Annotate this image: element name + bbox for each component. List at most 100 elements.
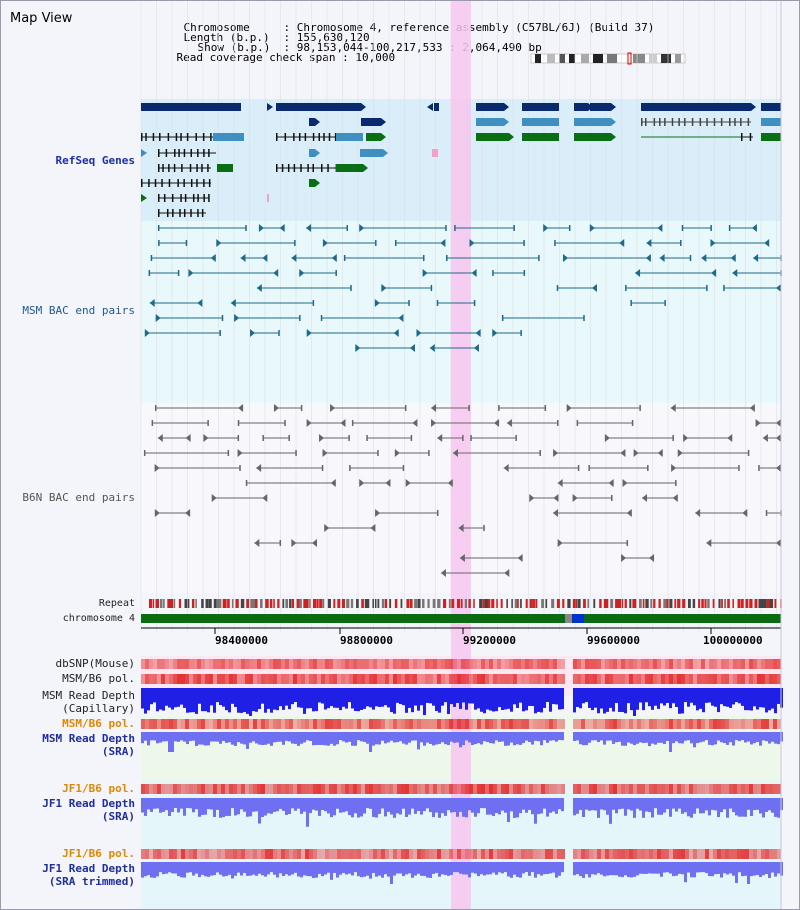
depth-bar (246, 798, 249, 817)
gene-exon (207, 164, 209, 172)
pol-cell (505, 719, 509, 729)
pol-cell (701, 849, 705, 859)
depth-bar (708, 862, 711, 877)
depth-bar (303, 688, 306, 714)
pol-cell (733, 784, 737, 794)
pol-cell (489, 849, 493, 859)
pol-cell (505, 674, 509, 684)
bac-end (776, 464, 781, 472)
gene-exon (699, 118, 702, 126)
gene-model (267, 194, 269, 202)
gene-exon (197, 194, 199, 202)
depth-bar (699, 862, 702, 873)
depth-bar (549, 862, 552, 874)
pol-cell (573, 674, 577, 684)
depth-bar (300, 732, 303, 744)
bac-end (566, 404, 572, 412)
repeat-element (473, 599, 475, 608)
repeat-element (162, 599, 165, 608)
pol-cell (721, 849, 725, 859)
pol-cell (309, 784, 313, 794)
bac-end (273, 404, 279, 412)
depth-bar (327, 732, 330, 746)
pol-cell (249, 719, 253, 729)
repeat-element (567, 599, 571, 608)
depth-bar (192, 798, 195, 813)
depth-bar (462, 862, 465, 875)
gene-arrow (427, 103, 433, 111)
depth-bar (186, 798, 189, 809)
pol-cell (709, 784, 713, 794)
depth-bar (396, 732, 399, 743)
depth-bar (447, 862, 450, 876)
pol-cell (333, 719, 337, 729)
gene-exon (148, 179, 150, 187)
pol-cell (405, 719, 409, 729)
pol-cell (373, 784, 377, 794)
bac-end (416, 329, 422, 337)
depth-bar (417, 798, 420, 811)
depth-bar (270, 688, 273, 713)
chromosome-gap (572, 614, 584, 623)
pol-cell (769, 674, 773, 684)
depth-bar (393, 798, 396, 818)
depth-bar (408, 688, 411, 708)
pol-cell (341, 674, 345, 684)
depth-bar (555, 798, 558, 814)
pol-cell (149, 659, 153, 669)
depth-bar (474, 862, 477, 874)
depth-bar (459, 732, 462, 748)
pol-cell (185, 849, 189, 859)
pol-cell (389, 784, 393, 794)
length-value: 155,630,120 (296, 31, 370, 44)
bac-end (695, 509, 701, 517)
depth-bar (666, 798, 669, 810)
chromosome-ideogram[interactable] (529, 52, 689, 66)
gene-exon (749, 133, 752, 141)
gene-exon (728, 118, 731, 126)
depth-bar (681, 798, 684, 814)
pol-cell (637, 674, 641, 684)
depth-bar (498, 862, 501, 873)
depth-bar (591, 798, 594, 811)
gene-model (522, 103, 559, 111)
pol-cell (293, 674, 297, 684)
bac-end (646, 239, 652, 247)
pol-cell (169, 849, 173, 859)
pol-cell (397, 674, 401, 684)
bac-end (409, 344, 415, 352)
pol-cell (617, 719, 621, 729)
depth-bar (483, 798, 486, 809)
pol-cell (241, 719, 245, 729)
jf1-b6-pol-label: JF1/B6 pol. (62, 782, 135, 795)
depth-bar (171, 862, 174, 874)
pol-cell (177, 849, 181, 859)
pol-cell (709, 659, 713, 669)
bac-end (742, 509, 748, 517)
pol-cell (245, 659, 249, 669)
depth-bar (324, 798, 327, 812)
pol-cell (577, 674, 581, 684)
pol-cell (753, 719, 757, 729)
repeat-element (400, 599, 403, 608)
bac-end (557, 479, 563, 487)
depth-bar (516, 732, 519, 745)
depth-bar (303, 798, 306, 812)
depth-bar (285, 798, 288, 815)
depth-bar (531, 732, 534, 745)
depth-bar (678, 732, 681, 744)
depth-bar (777, 732, 780, 745)
bac-end (543, 224, 549, 232)
depth-bar (429, 732, 432, 744)
bac-end (506, 419, 512, 427)
depth-bar (261, 862, 264, 876)
gene-exon (202, 133, 205, 141)
depth-bar (513, 688, 516, 705)
bac-end (683, 434, 689, 442)
pol-cell (329, 849, 333, 859)
depth-bar (672, 688, 675, 704)
depth-bar (579, 732, 582, 745)
gene-exon (284, 133, 287, 141)
